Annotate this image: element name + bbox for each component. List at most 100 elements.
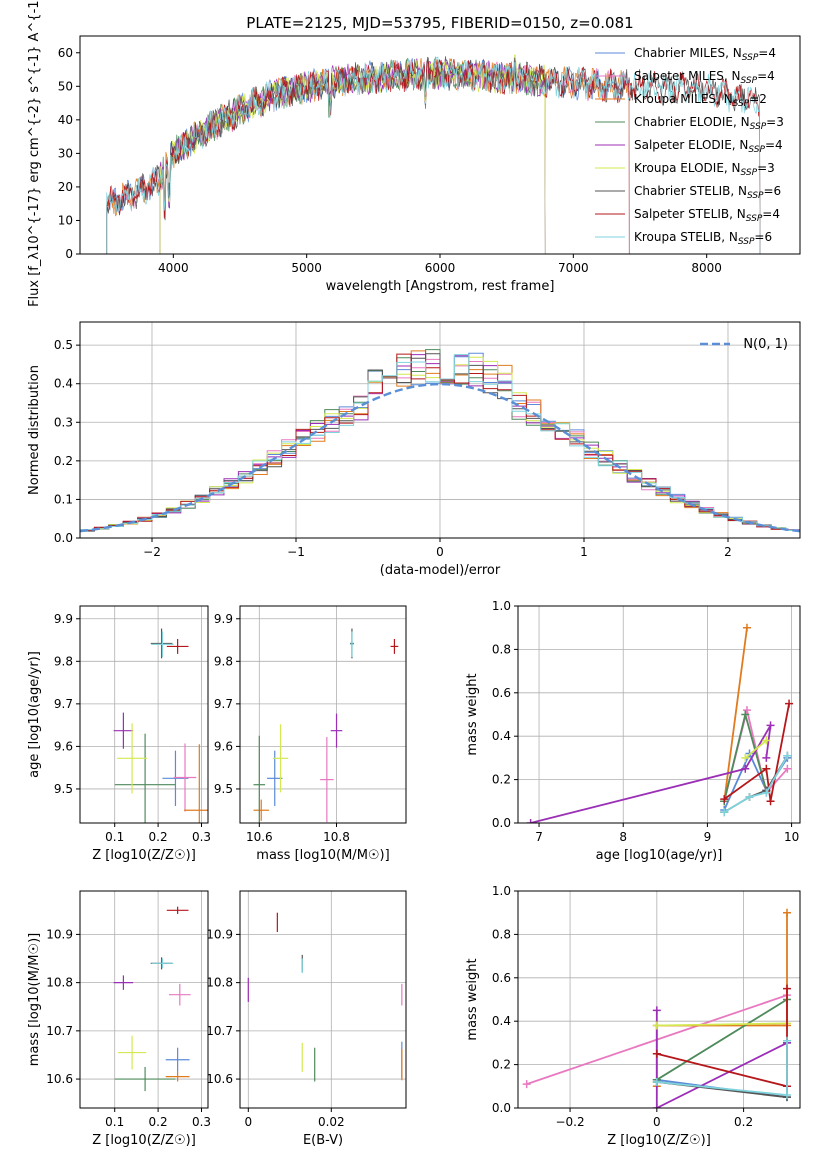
errorbar-point-kroupa-elodie <box>116 723 148 794</box>
plot-area-z-age <box>113 628 208 823</box>
x-tick-label: 0.3 <box>192 830 211 844</box>
panel-spectrum: Chabrier MILES, NSSP=4 Salpeter MILES, NS… <box>27 0 801 307</box>
weight-marker <box>762 753 771 762</box>
errorbar-point-salpeter-stelib <box>166 638 189 654</box>
errorbar-point-chabrier-miles <box>162 750 189 806</box>
x-axis-label: Z [log10(Z/Z☉)] <box>92 1133 196 1148</box>
plot-area-ebv-mass <box>247 912 403 1082</box>
y-tick-label: 0.8 <box>492 642 511 656</box>
x-tick-label: 6000 <box>425 261 456 275</box>
y-tick-label: 0.6 <box>492 971 511 985</box>
y-tick-label: 10.7 <box>206 1024 233 1038</box>
x-axis-label: Z [log10(Z/Z☉)] <box>607 1133 711 1148</box>
errorbar-point-kroupa-elodie <box>117 1035 147 1070</box>
y-tick-label: 1.0 <box>492 599 511 613</box>
y-axis-label: age [log10(age/yr)] <box>27 651 42 778</box>
legend-label-chabrier-stelib: Chabrier STELIB, NSSP=6 <box>634 184 781 201</box>
weight-series-chabrier-stelib <box>720 751 792 817</box>
x-tick-label: 10.8 <box>323 830 350 844</box>
axes-frame <box>79 605 209 824</box>
y-tick-label: 40 <box>58 113 73 127</box>
weight-marker <box>741 753 750 762</box>
weight-series-chabrier-miles <box>720 749 792 814</box>
errorbar-point-salpeter-miles <box>320 737 334 823</box>
y-axis-label: Normed distribution <box>27 365 42 495</box>
y-tick-label: 9.8 <box>54 654 73 668</box>
weight-marker <box>652 1049 661 1058</box>
weight-marker <box>782 1090 791 1099</box>
y-tick-label: 0.4 <box>54 377 73 391</box>
legend-label-chabrier-elodie: Chabrier ELODIE, NSSP=3 <box>634 115 784 132</box>
plot-area-mass-age <box>253 628 399 823</box>
x-axis-label: wavelength [Angstrom, rest frame] <box>326 279 555 294</box>
legend: Chabrier MILES, NSSP=4 Salpeter MILES, NS… <box>595 46 784 247</box>
y-tick-label: 0.5 <box>54 338 73 352</box>
x-tick-label: 0.02 <box>318 1115 345 1129</box>
weight-series-kroupa-elodie <box>741 736 771 762</box>
legend-label-kroupa-elodie: Kroupa ELODIE, NSSP=3 <box>634 161 775 178</box>
errorbar-point-chabrier-miles <box>165 1047 190 1072</box>
errorbar-point-kroupa-stelib <box>151 631 174 658</box>
weight-series-salpeter-elodie <box>652 1006 791 1108</box>
weight-marker <box>652 1077 661 1086</box>
plot-area-spectrum <box>106 54 761 254</box>
x-tick-label: 7 <box>535 830 543 844</box>
weight-marker <box>783 751 792 760</box>
weight-marker <box>782 1036 791 1045</box>
errorbar-point-kroupa-elodie <box>272 724 289 793</box>
errorbar-point-kroupa-miles <box>184 744 208 823</box>
y-tick-label: 30 <box>58 146 73 160</box>
errorbar-point-kroupa-stelib <box>350 631 354 658</box>
x-tick-label: 8 <box>619 830 627 844</box>
y-tick-label: 0.2 <box>54 454 73 468</box>
weight-marker <box>782 908 791 917</box>
x-tick-label: −2 <box>143 545 161 559</box>
x-axis-label: age [log10(age/yr)] <box>596 848 723 863</box>
errorbar-point-chabrier-elodie <box>253 735 266 823</box>
axes-frame <box>517 890 801 1109</box>
y-tick-label: 9.6 <box>214 739 233 753</box>
weight-line <box>723 755 789 813</box>
errorbar-point-salpeter-stelib <box>166 906 189 914</box>
legend-label-chabrier-miles: Chabrier MILES, NSSP=4 <box>634 46 776 63</box>
y-tick-label: 10.6 <box>206 1072 233 1086</box>
x-tick-label: 10 <box>784 830 799 844</box>
weight-marker <box>742 623 751 632</box>
y-tick-label: 9.5 <box>214 782 233 796</box>
weight-line <box>656 1022 788 1027</box>
errorbar-point-salpeter-elodie <box>113 712 134 749</box>
x-tick-label: 1 <box>580 545 588 559</box>
weight-marker <box>652 1021 661 1030</box>
y-tick-label: 50 <box>58 79 73 93</box>
weight-line <box>530 724 772 823</box>
y-tick-label: 0.2 <box>492 1058 511 1072</box>
weight-marker <box>522 1080 531 1089</box>
weight-line <box>656 988 788 1088</box>
x-tick-label: 0.2 <box>734 1115 753 1129</box>
weight-marker <box>652 1006 661 1015</box>
y-tick-label: 9.8 <box>214 654 233 668</box>
x-tick-label: 5000 <box>291 261 322 275</box>
y-tick-label: 0.8 <box>492 927 511 941</box>
y-tick-label: 10.9 <box>206 927 233 941</box>
y-tick-label: 10 <box>58 213 73 227</box>
weight-marker <box>741 710 750 719</box>
normal-curve <box>80 382 800 533</box>
panel-mass-age: 10.6 10.8 9.5 9.6 9.7 9.8 9.9 mass [log10(M/M☉)… <box>214 605 407 863</box>
errorbar-point-salpeter-miles <box>168 983 191 1006</box>
x-tick-label: 10.6 <box>246 830 273 844</box>
weight-series-salpeter-stelib <box>720 699 794 806</box>
x-tick-label: 0 <box>653 1115 661 1129</box>
weight-marker <box>720 808 729 817</box>
panel-age-weight: 7 8 9 10 0.0 0.2 0.4 0.6 0.8 1.0 age [log10(age/yr… <box>465 599 801 863</box>
y-tick-label: 0.4 <box>492 1014 511 1028</box>
plot-area-z-weight <box>522 908 791 1108</box>
y-tick-label: 9.7 <box>214 697 233 711</box>
errorbar-point-salpeter-miles <box>173 743 197 812</box>
x-axis-label: mass [log10(M/M☉)] <box>256 848 389 863</box>
x-tick-label: 0.1 <box>105 1115 124 1129</box>
axes-frame <box>79 890 209 1109</box>
errorbar-point-chabrier-elodie <box>114 733 176 823</box>
panel-z-weight: −0.2 0 0.2 0.0 0.2 0.4 0.6 0.8 1.0 Z [log10(Z/Z☉)… <box>465 884 801 1148</box>
